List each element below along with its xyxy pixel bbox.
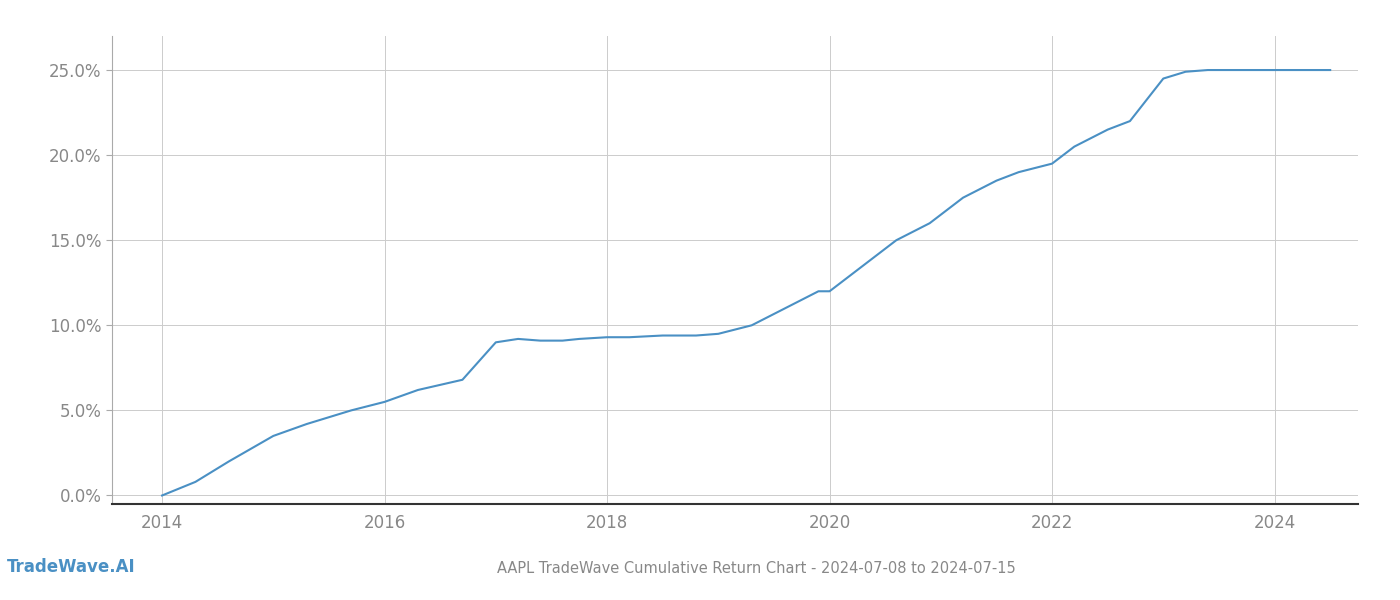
Text: AAPL TradeWave Cumulative Return Chart - 2024-07-08 to 2024-07-15: AAPL TradeWave Cumulative Return Chart -…	[497, 561, 1015, 576]
Text: TradeWave.AI: TradeWave.AI	[7, 558, 136, 576]
